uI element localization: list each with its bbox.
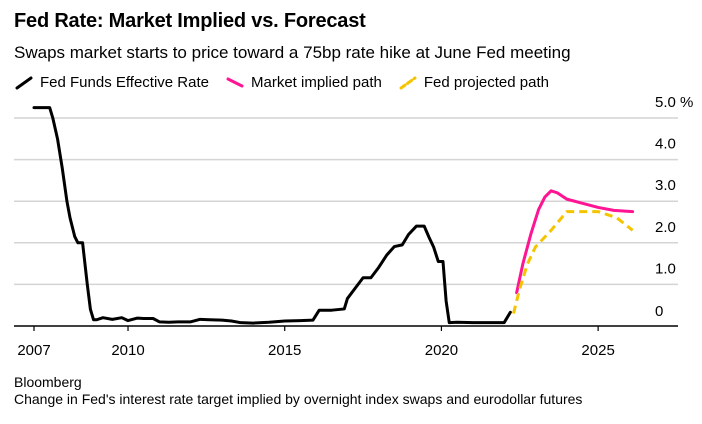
x-tick-label: 2025 — [581, 342, 614, 359]
series-layer — [32, 106, 635, 325]
chart-subtitle: Swaps market starts to price toward a 75… — [14, 43, 571, 62]
legend-label-fed-projected: Fed projected path — [423, 74, 549, 91]
legend-swatch-fed-projected — [399, 76, 417, 89]
legend-label-fed-funds: Fed Funds Effective Rate — [40, 74, 209, 91]
y-tick-label: 0 — [655, 303, 663, 320]
chart-note: Change in Fed's interest rate target imp… — [14, 391, 583, 407]
series-line-0 — [32, 106, 512, 325]
legend-item-fed-funds: Fed Funds Effective Rate — [14, 74, 209, 91]
gridlines — [14, 117, 678, 286]
legend-label-market-implied: Market implied path — [250, 74, 382, 91]
x-axis — [14, 325, 678, 331]
series-line-1 — [515, 189, 635, 295]
x-tick-label: 2007 — [17, 342, 50, 359]
series-line-2 — [512, 210, 634, 314]
x-tick-label: 2020 — [425, 342, 458, 359]
x-tick-label: 2010 — [111, 342, 144, 359]
tick-labels: 0 1.0 2.0 3.0 4.0 5.0 % 2007 2010 2015 2020 2025 — [17, 94, 693, 359]
source-label: Bloomberg — [14, 374, 82, 390]
x-tick-label: 2015 — [268, 342, 301, 359]
y-tick-label: 4.0 — [655, 136, 676, 153]
legend-item-fed-projected: Fed projected path — [398, 74, 549, 91]
legend-swatch-market-implied — [226, 77, 244, 87]
y-tick-label: 3.0 — [655, 177, 676, 194]
y-tick-label: 5.0 % — [655, 94, 693, 111]
legend: Fed Funds Effective Rate Market implied … — [14, 74, 565, 91]
legend-item-market-implied: Market implied path — [225, 74, 382, 91]
legend-swatch-fed-funds — [15, 76, 33, 89]
y-tick-label: 2.0 — [655, 219, 676, 236]
chart-title: Fed Rate: Market Implied vs. Forecast — [14, 10, 366, 32]
y-tick-label: 1.0 — [655, 260, 676, 277]
